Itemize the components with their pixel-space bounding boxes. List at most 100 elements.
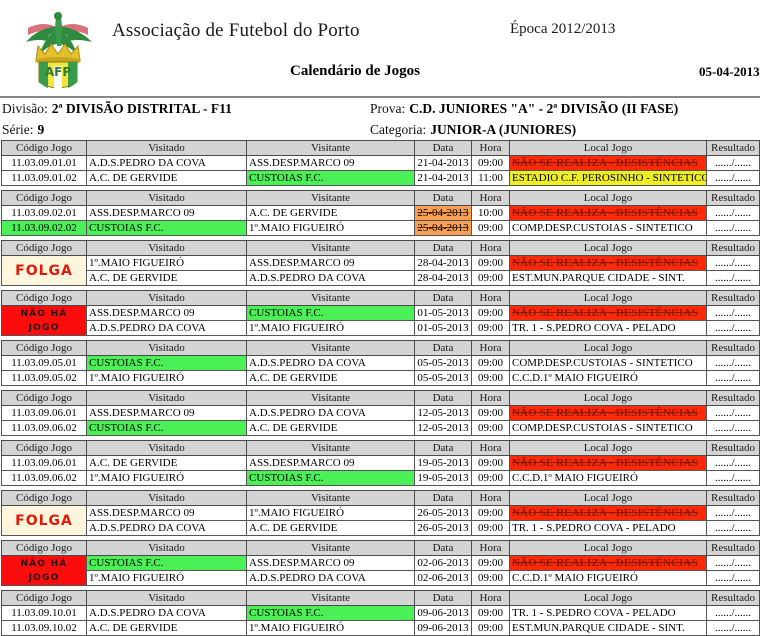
cell-venue: ESTADIO C.F. PEROSINHO - SINTETICO [509, 170, 707, 186]
cell-result[interactable]: ....../...... [706, 255, 760, 271]
match-table: Código Jogo Visitado Visitante Data Hora Loca… [1, 190, 760, 236]
col-header-home: Visitado [86, 540, 247, 556]
cell-away-team: A.D.S.PEDRO DA COVA [246, 270, 415, 286]
table-row[interactable]: A.D.S.PEDRO DA COVA 1º.MAIO FIGUEIRÓ 01-05… [2, 320, 760, 336]
col-header-venue: Local Jogo [509, 590, 707, 606]
col-header-home: Visitado [86, 590, 247, 606]
col-header-venue: Local Jogo [509, 290, 707, 306]
cell-result[interactable]: ....../...... [706, 355, 760, 371]
cell-away-team: ASS.DESP.MARCO 09 [246, 555, 415, 571]
cell-result[interactable]: ....../...... [706, 155, 760, 171]
table-row[interactable]: 11.03.09.06.02 1º.MAIO FIGUEIRÓ CUSTOIAS F… [1, 470, 760, 486]
table-row[interactable]: 11.03.09.01.01 A.D.S.PEDRO DA COVA ASS.DES… [1, 155, 760, 171]
cell-result[interactable]: ....../...... [706, 205, 760, 221]
cell-result[interactable]: ....../...... [706, 170, 760, 186]
cell-result[interactable]: ....../...... [706, 220, 760, 236]
col-header-date: Data [414, 340, 472, 356]
cell-away-team: A.D.S.PEDRO DA COVA [246, 570, 415, 586]
col-header-away: Visitante [246, 590, 415, 606]
cell-date: 21-04-2013 [414, 155, 472, 171]
col-header-code: Código Jogo [1, 440, 87, 456]
col-header-away: Visitante [246, 190, 415, 206]
col-header-venue: Local Jogo [509, 390, 707, 406]
cell-result[interactable]: ....../...... [706, 520, 760, 536]
table-row[interactable]: FOLGA ASS.DESP.MARCO 09 1º.MAIO FIGUEIRÓ 26… [1, 505, 760, 536]
table-header-row: Código Jogo Visitado Visitante Data Hora Loca… [1, 140, 760, 156]
col-header-code: Código Jogo [1, 540, 87, 556]
cell-away-team: 1º.MAIO FIGUEIRÓ [246, 320, 415, 336]
col-header-code: Código Jogo [1, 240, 87, 256]
table-row[interactable]: 11.03.09.10.02 A.C. DE GERVIDE 1º.MAIO FIG… [1, 620, 760, 636]
col-header-venue: Local Jogo [509, 140, 707, 156]
series-field: Série: 9 [2, 121, 44, 139]
table-row[interactable]: 11.03.09.02.02 CUSTOIAS F.C. 1º.MAIO FIGUE… [1, 220, 760, 236]
table-row[interactable]: FOLGA 1º.MAIO FIGUEIRÓ ASS.DESP.MARCO 09 28… [1, 255, 760, 286]
table-row[interactable]: NÃO HÁ JOGO ASS.DESP.MARCO 09 CUSTOIAS F.C.… [1, 305, 760, 336]
cell-home-team: A.D.S.PEDRO DA COVA [86, 320, 247, 336]
cell-time: 09:00 [471, 305, 510, 321]
match-table: Código Jogo Visitado Visitante Data Hora Loca… [1, 140, 760, 186]
category-label: Categoria: [370, 122, 427, 137]
cell-result[interactable]: ....../...... [706, 370, 760, 386]
cell-match-code: 11.03.09.10.02 [1, 620, 87, 636]
table-row[interactable]: 11.03.09.10.01 A.D.S.PEDRO DA COVA CUSTOIA… [1, 605, 760, 621]
col-header-result: Resultado [706, 140, 760, 156]
cell-result[interactable]: ....../...... [706, 455, 760, 471]
col-header-time: Hora [471, 440, 510, 456]
cell-result[interactable]: ....../...... [706, 505, 760, 521]
cell-result[interactable]: ....../...... [706, 270, 760, 286]
match-blocks-container: Código Jogo Visitado Visitante Data Hora Loca… [0, 140, 760, 636]
table-row[interactable]: 1º.MAIO FIGUEIRÓ A.D.S.PEDRO DA COVA 02-06… [2, 570, 760, 586]
cell-result[interactable]: ....../...... [706, 555, 760, 571]
table-row[interactable]: 11.03.09.05.02 1º.MAIO FIGUEIRÓ A.C. DE GE… [1, 370, 760, 386]
table-header-row: Código Jogo Visitado Visitante Data Hora Loca… [1, 540, 760, 556]
cell-home-team: A.C. DE GERVIDE [86, 455, 247, 471]
col-header-time: Hora [471, 290, 510, 306]
table-row[interactable]: A.D.S.PEDRO DA COVA A.C. DE GERVIDE 26-05-… [2, 520, 760, 536]
cell-result[interactable]: ....../...... [706, 405, 760, 421]
table-header-row: Código Jogo Visitado Visitante Data Hora Loca… [1, 390, 760, 406]
col-header-code: Código Jogo [1, 590, 87, 606]
cell-away-team: CUSTOIAS F.C. [246, 470, 415, 486]
cell-date: 09-06-2013 [414, 605, 472, 621]
table-row[interactable]: 11.03.09.05.01 CUSTOIAS F.C. A.D.S.PEDRO D… [1, 355, 760, 371]
cell-away-team: A.D.S.PEDRO DA COVA [246, 405, 415, 421]
table-row[interactable]: 11.03.09.06.01 ASS.DESP.MARCO 09 A.D.S.PED… [1, 405, 760, 421]
series-label: Série: [2, 122, 34, 137]
cell-result[interactable]: ....../...... [706, 305, 760, 321]
cell-date: 25-04-2013 [414, 205, 472, 221]
cell-home-team: A.D.S.PEDRO DA COVA [86, 155, 247, 171]
table-row[interactable]: 11.03.09.06.01 A.C. DE GERVIDE ASS.DESP.MA… [1, 455, 760, 471]
table-row[interactable]: 11.03.09.02.01 ASS.DESP.MARCO 09 A.C. DE G… [1, 205, 760, 221]
season-label: Época 2012/2013 [510, 21, 616, 37]
print-date: 05-04-2013 [699, 64, 760, 79]
cell-result[interactable]: ....../...... [706, 420, 760, 436]
cell-time: 09:00 [471, 455, 510, 471]
match-table: Código Jogo Visitado Visitante Data Hora Loca… [1, 340, 760, 386]
cell-result[interactable]: ....../...... [706, 605, 760, 621]
table-row[interactable]: 11.03.09.01.02 A.C. DE GERVIDE CUSTOIAS F.… [1, 170, 760, 186]
table-row[interactable]: NÃO HÁ JOGO CUSTOIAS F.C. ASS.DESP.MARCO 09… [1, 555, 760, 586]
cell-venue: NÃO SE REALIZA - DESISTÊNCIAS [509, 405, 707, 421]
cell-result[interactable]: ....../...... [706, 620, 760, 636]
col-header-home: Visitado [86, 440, 247, 456]
match-block: Código Jogo Visitado Visitante Data Hora Loca… [1, 440, 760, 486]
col-header-result: Resultado [706, 540, 760, 556]
masthead-divider [0, 96, 760, 98]
competition-field: Prova: C.D. JUNIORES "A" - 2ª DIVISÃO (I… [370, 100, 678, 118]
cell-time: 09:00 [471, 355, 510, 371]
match-table: Código Jogo Visitado Visitante Data Hora Loca… [1, 240, 760, 286]
cell-result[interactable]: ....../...... [706, 470, 760, 486]
col-header-home: Visitado [86, 290, 247, 306]
table-header-row: Código Jogo Visitado Visitante Data Hora Loca… [1, 340, 760, 356]
cell-match-code: 11.03.09.02.01 [1, 205, 87, 221]
cell-date: 01-05-2013 [414, 320, 472, 336]
table-row[interactable]: 11.03.09.06.02 CUSTOIAS F.C. A.C. DE GERVI… [1, 420, 760, 436]
cell-result[interactable]: ....../...... [706, 320, 760, 336]
series-value: 9 [37, 122, 45, 137]
cell-time: 09:00 [471, 520, 510, 536]
cell-match-code: 11.03.09.05.02 [1, 370, 87, 386]
cell-date: 26-05-2013 [414, 520, 472, 536]
cell-result[interactable]: ....../...... [706, 570, 760, 586]
table-row[interactable]: A.C. DE GERVIDE A.D.S.PEDRO DA COVA 28-04-… [2, 270, 760, 286]
